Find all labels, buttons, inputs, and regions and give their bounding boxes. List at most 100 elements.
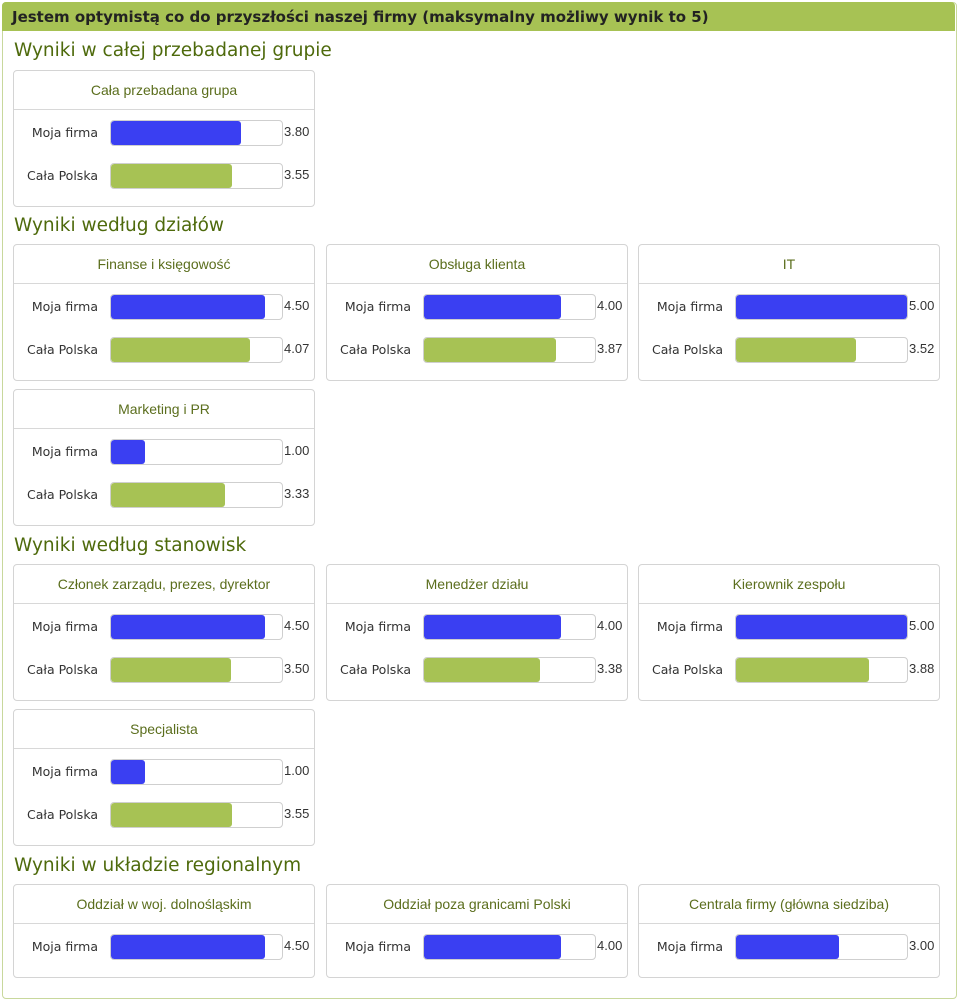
- series-label-cala-polska: Cała Polska: [27, 487, 98, 502]
- result-panel: Kierownik zespołu Moja firma 5.00 Cała Pols…: [638, 564, 940, 701]
- bar-moja-firma: [736, 615, 907, 639]
- bar-row-moja-firma: Moja firma 4.00: [327, 934, 627, 962]
- series-label-moja-firma: Moja firma: [656, 939, 723, 954]
- series-label-cala-polska: Cała Polska: [340, 662, 411, 677]
- bar-track: [110, 614, 283, 640]
- value-label-cala-polska: 3.33: [284, 486, 310, 501]
- panel-title: Marketing i PR: [14, 390, 314, 429]
- result-panel: IT Moja firma 5.00 Cała Polska 3.52: [638, 244, 940, 381]
- bar-moja-firma: [424, 615, 561, 639]
- result-panel: Marketing i PR Moja firma 1.00 Cała Polska 3…: [13, 389, 315, 526]
- bar-track: [735, 614, 908, 640]
- panel-title: Oddział w woj. dolnośląskim: [14, 885, 314, 924]
- series-label-moja-firma: Moja firma: [344, 299, 411, 314]
- result-panel: Oddział w woj. dolnośląskim Moja firma 4.5…: [13, 884, 315, 978]
- section-title: Wyniki według stanowisk: [14, 535, 247, 556]
- result-panel: Cała przebadana grupa Moja firma 3.80 Cała …: [13, 70, 315, 207]
- bar-row-cala-polska: Cała Polska 3.50: [14, 657, 314, 685]
- bar-track: [110, 163, 283, 189]
- bar-moja-firma: [424, 935, 561, 959]
- series-label-moja-firma: Moja firma: [31, 619, 98, 634]
- series-label-cala-polska: Cała Polska: [27, 662, 98, 677]
- bar-row-cala-polska: Cała Polska 3.88: [639, 657, 939, 685]
- value-label-cala-polska: 3.52: [909, 341, 935, 356]
- result-panel: Członek zarządu, prezes, dyrektor Moja fi…: [13, 564, 315, 701]
- bar-track: [423, 294, 596, 320]
- value-label-moja-firma: 4.00: [597, 938, 623, 953]
- value-label-moja-firma: 4.00: [597, 298, 623, 313]
- bar-row-cala-polska: Cała Polska 3.38: [327, 657, 627, 685]
- bar-moja-firma: [111, 935, 265, 959]
- bar-row-cala-polska: Cała Polska 4.07: [14, 337, 314, 365]
- bar-track: [735, 337, 908, 363]
- value-label-cala-polska: 3.55: [284, 167, 310, 182]
- series-label-moja-firma: Moja firma: [31, 444, 98, 459]
- bar-track: [423, 337, 596, 363]
- bar-track: [110, 439, 283, 465]
- panel-title: Centrala firmy (główna siedziba): [639, 885, 939, 924]
- bar-track: [110, 337, 283, 363]
- bar-track: [423, 614, 596, 640]
- series-label-cala-polska: Cała Polska: [27, 807, 98, 822]
- bar-track: [735, 294, 908, 320]
- bar-moja-firma: [111, 615, 265, 639]
- bar-row-moja-firma: Moja firma 4.00: [327, 294, 627, 322]
- bar-row-cala-polska: Cała Polska 3.55: [14, 163, 314, 191]
- bar-row-moja-firma: Moja firma 5.00: [639, 614, 939, 642]
- bar-moja-firma: [111, 121, 241, 145]
- bar-cala-polska: [736, 658, 869, 682]
- series-label-moja-firma: Moja firma: [344, 619, 411, 634]
- panel-title: Specjalista: [14, 710, 314, 749]
- bar-track: [423, 934, 596, 960]
- result-panel: Specjalista Moja firma 1.00 Cała Polska 3.55: [13, 709, 315, 846]
- bar-row-moja-firma: Moja firma 1.00: [14, 439, 314, 467]
- bar-track: [110, 482, 283, 508]
- value-label-moja-firma: 4.50: [284, 618, 310, 633]
- bar-track: [110, 759, 283, 785]
- bar-moja-firma: [736, 935, 839, 959]
- section-title: Wyniki w całej przebadanej grupie: [14, 40, 332, 61]
- panel-title: Cała przebadana grupa: [14, 71, 314, 110]
- bar-track: [110, 120, 283, 146]
- bar-moja-firma: [424, 295, 561, 319]
- bar-cala-polska: [736, 338, 856, 362]
- page-title: Jestem optymistą co do przyszłości nasze…: [2, 2, 955, 31]
- series-label-moja-firma: Moja firma: [31, 939, 98, 954]
- series-label-moja-firma: Moja firma: [31, 764, 98, 779]
- bar-track: [110, 657, 283, 683]
- bar-cala-polska: [424, 338, 556, 362]
- series-label-moja-firma: Moja firma: [31, 125, 98, 140]
- series-label-cala-polska: Cała Polska: [27, 342, 98, 357]
- panel-title: IT: [639, 245, 939, 284]
- bar-track: [735, 934, 908, 960]
- value-label-moja-firma: 4.00: [597, 618, 623, 633]
- series-label-moja-firma: Moja firma: [31, 299, 98, 314]
- bar-track: [110, 934, 283, 960]
- bar-row-moja-firma: Moja firma 4.50: [14, 934, 314, 962]
- bar-track: [423, 657, 596, 683]
- bar-row-moja-firma: Moja firma 4.00: [327, 614, 627, 642]
- bar-cala-polska: [424, 658, 540, 682]
- value-label-cala-polska: 3.87: [597, 341, 623, 356]
- value-label-moja-firma: 5.00: [909, 298, 935, 313]
- value-label-cala-polska: 3.50: [284, 661, 310, 676]
- bar-row-moja-firma: Moja firma 3.80: [14, 120, 314, 148]
- value-label-moja-firma: 3.00: [909, 938, 935, 953]
- result-panel: Centrala firmy (główna siedziba) Moja fir…: [638, 884, 940, 978]
- value-label-cala-polska: 4.07: [284, 341, 310, 356]
- series-label-cala-polska: Cała Polska: [652, 342, 723, 357]
- series-label-moja-firma: Moja firma: [656, 299, 723, 314]
- value-label-cala-polska: 3.55: [284, 806, 310, 821]
- value-label-moja-firma: 4.50: [284, 298, 310, 313]
- section-title: Wyniki według działów: [14, 215, 225, 236]
- bar-row-moja-firma: Moja firma 1.00: [14, 759, 314, 787]
- bar-row-cala-polska: Cała Polska 3.33: [14, 482, 314, 510]
- panel-title: Finanse i księgowość: [14, 245, 314, 284]
- result-panel: Obsługa klienta Moja firma 4.00 Cała Polska…: [326, 244, 628, 381]
- bar-track: [110, 294, 283, 320]
- series-label-cala-polska: Cała Polska: [27, 168, 98, 183]
- panel-title: Członek zarządu, prezes, dyrektor: [14, 565, 314, 604]
- panel-title: Menedżer działu: [327, 565, 627, 604]
- bar-moja-firma: [111, 295, 265, 319]
- value-label-cala-polska: 3.88: [909, 661, 935, 676]
